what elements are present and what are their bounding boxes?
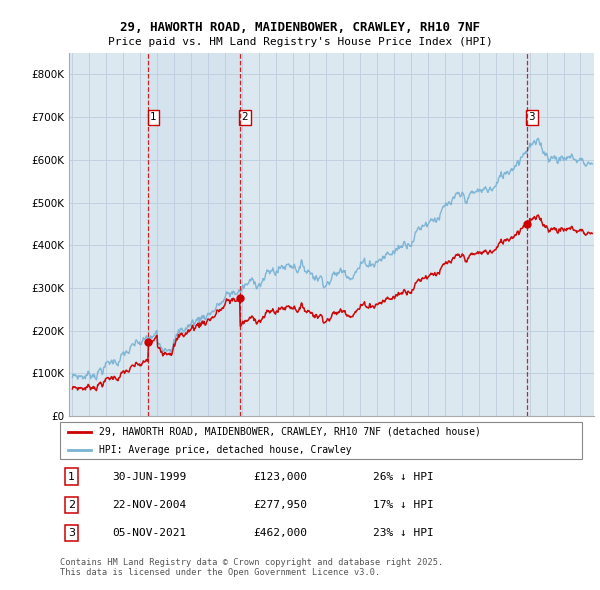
Text: 2: 2 xyxy=(242,112,248,122)
Text: Price paid vs. HM Land Registry's House Price Index (HPI): Price paid vs. HM Land Registry's House … xyxy=(107,37,493,47)
Text: 30-JUN-1999: 30-JUN-1999 xyxy=(112,471,187,481)
Text: Contains HM Land Registry data © Crown copyright and database right 2025.
This d: Contains HM Land Registry data © Crown c… xyxy=(60,558,443,577)
Text: £123,000: £123,000 xyxy=(253,471,307,481)
Text: £277,950: £277,950 xyxy=(253,500,307,510)
Text: 05-NOV-2021: 05-NOV-2021 xyxy=(112,528,187,538)
Text: 23% ↓ HPI: 23% ↓ HPI xyxy=(373,528,434,538)
Bar xyxy=(148,53,240,416)
Text: 29, HAWORTH ROAD, MAIDENBOWER, CRAWLEY, RH10 7NF (detached house): 29, HAWORTH ROAD, MAIDENBOWER, CRAWLEY, … xyxy=(99,427,481,437)
Text: 1: 1 xyxy=(68,471,75,481)
Text: 22-NOV-2004: 22-NOV-2004 xyxy=(112,500,187,510)
Text: 26% ↓ HPI: 26% ↓ HPI xyxy=(373,471,434,481)
Text: 1: 1 xyxy=(150,112,157,122)
FancyBboxPatch shape xyxy=(60,422,582,459)
Text: HPI: Average price, detached house, Crawley: HPI: Average price, detached house, Craw… xyxy=(99,445,352,455)
Text: 17% ↓ HPI: 17% ↓ HPI xyxy=(373,500,434,510)
Text: 29, HAWORTH ROAD, MAIDENBOWER, CRAWLEY, RH10 7NF: 29, HAWORTH ROAD, MAIDENBOWER, CRAWLEY, … xyxy=(120,21,480,34)
Text: 2: 2 xyxy=(68,500,75,510)
Text: 3: 3 xyxy=(529,112,535,122)
Text: 3: 3 xyxy=(68,528,75,538)
Text: £462,000: £462,000 xyxy=(253,528,307,538)
